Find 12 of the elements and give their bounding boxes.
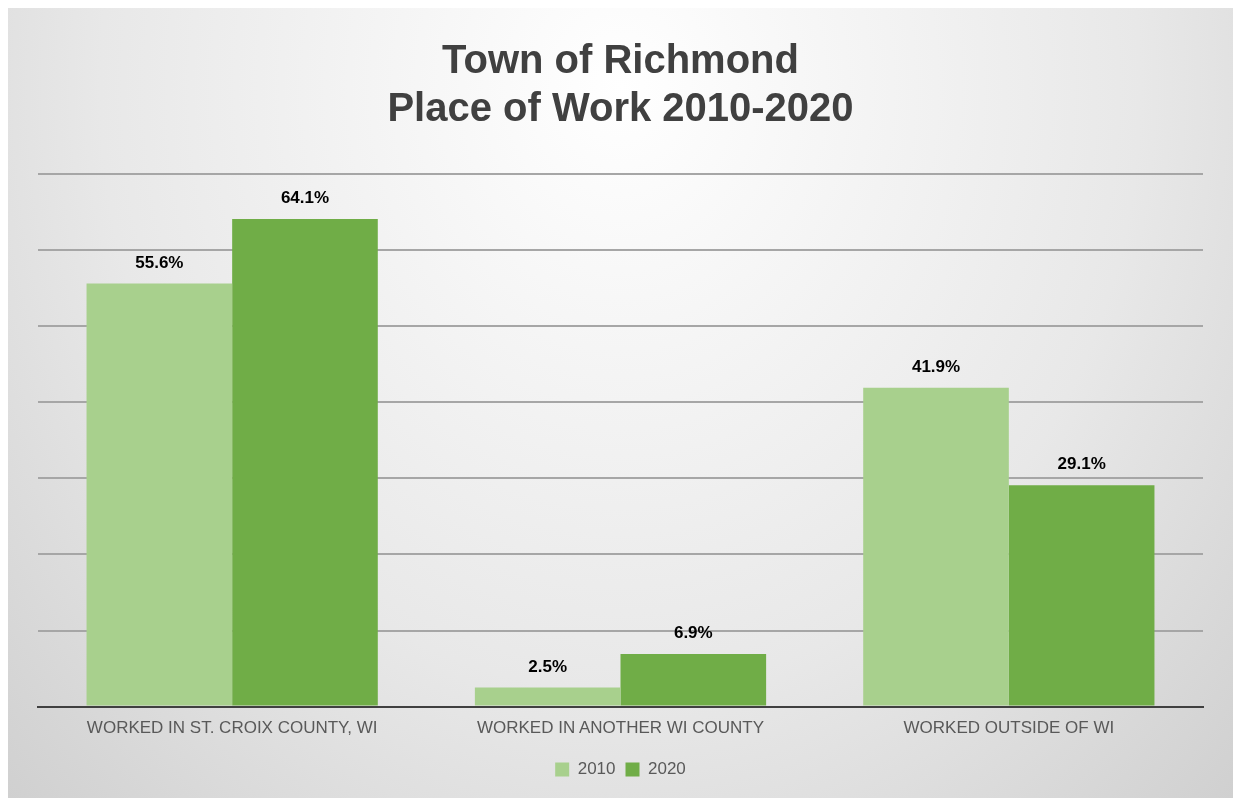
data-label: 29.1% xyxy=(1057,454,1106,474)
x-tick-label: WORKED IN ANOTHER WI COUNTY xyxy=(476,718,765,738)
data-label: 41.9% xyxy=(911,356,961,376)
legend-label: 2010 xyxy=(577,759,616,779)
data-label: 55.6% xyxy=(135,252,184,272)
data-label: 64.1% xyxy=(280,188,330,208)
data-label: 2.5% xyxy=(528,656,568,676)
data-label: 6.9% xyxy=(673,623,713,643)
x-tick-label: WORKED OUTSIDE OF WI xyxy=(903,718,1115,738)
legend-label: 2020 xyxy=(648,759,686,779)
x-tick-label: WORKED IN ST. CROIX COUNTY, WI xyxy=(86,718,378,738)
chart-title: Town of Richmond Place of Work 2010-2020 xyxy=(387,37,854,130)
